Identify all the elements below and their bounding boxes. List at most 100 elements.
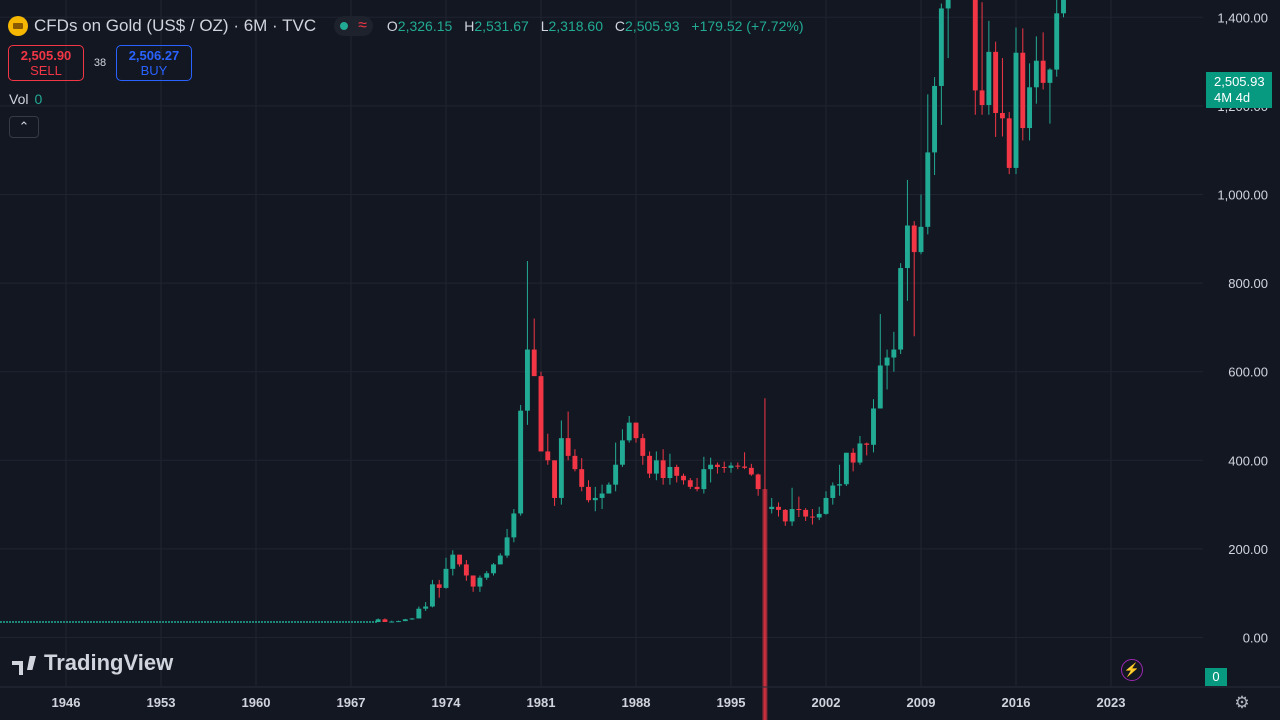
candle (423, 602, 429, 611)
market-status-badge[interactable]: ≈ (334, 16, 373, 36)
candle (701, 456, 707, 494)
candle (579, 458, 585, 492)
gear-icon[interactable]: ⚙ (1234, 693, 1250, 712)
candle (599, 484, 605, 510)
candle-body (993, 51, 999, 113)
candle (382, 618, 388, 622)
candle (742, 452, 748, 470)
price-axis[interactable]: 2,800.002,600.002,400.002,200.002,000.00… (1217, 0, 1268, 720)
last-price-tag: 2,505.93 4M 4d (1206, 72, 1272, 108)
last-price-value: 2,505.93 (1214, 74, 1265, 89)
buy-label: BUY (140, 63, 168, 78)
candle (1006, 112, 1012, 175)
candle-body (823, 497, 829, 514)
candle-body (816, 513, 822, 518)
candle-body (470, 575, 476, 587)
candle-body (932, 85, 938, 153)
candle (463, 559, 469, 581)
candle (653, 451, 659, 481)
tradingview-logo[interactable]: TradingView (12, 650, 173, 676)
candle-body (416, 608, 422, 619)
candle-body (830, 485, 836, 498)
candle-body (735, 465, 741, 467)
candle-body (1040, 60, 1046, 83)
candle-body (647, 455, 653, 474)
candle (660, 449, 666, 485)
candle (776, 502, 781, 517)
candle-body (708, 464, 714, 470)
low-value: 2,318.60 (548, 18, 604, 34)
sell-button[interactable]: 2,505.90 SELL (8, 45, 84, 81)
candle (925, 94, 931, 235)
time-tick-label: 2016 (1002, 695, 1031, 710)
candle (1040, 32, 1046, 90)
price-tick-label: 1,000.00 (1217, 188, 1268, 203)
price-tick-label: 1,400.00 (1217, 10, 1268, 25)
candle (640, 433, 646, 465)
candle (477, 575, 483, 592)
candle (484, 571, 490, 580)
candle-body (633, 422, 639, 439)
candle-body (687, 480, 693, 487)
candle-body (1013, 52, 1019, 168)
candle (1013, 27, 1019, 175)
candle-body (389, 621, 395, 623)
candle-body (843, 452, 849, 485)
candle (545, 433, 551, 465)
candle (843, 452, 849, 486)
trade-panel: 2,505.90 SELL 38 2,506.27 BUY (8, 45, 192, 81)
candle (782, 509, 788, 526)
candle-body (864, 443, 870, 445)
candle (721, 461, 727, 473)
candle (565, 411, 571, 461)
candle (396, 620, 401, 623)
candle (552, 460, 558, 506)
candle-body (837, 484, 843, 486)
spread-value: 38 (93, 57, 107, 69)
candle (457, 554, 463, 567)
candle (647, 451, 653, 479)
candle (572, 449, 578, 472)
buy-button[interactable]: 2,506.27 BUY (116, 45, 192, 81)
time-tick-label: 2023 (1097, 695, 1126, 710)
candle (524, 260, 530, 425)
candle (911, 221, 917, 337)
time-axis[interactable]: 1946 1953 1960 1967 1974 1981 1988 1995 2002 2009… (0, 686, 1280, 710)
candle (518, 404, 524, 516)
flash-icon[interactable]: ⚡ (1121, 659, 1143, 681)
candle-body (999, 112, 1005, 119)
candle (389, 620, 395, 623)
time-tick-label: 1960 (242, 695, 271, 710)
candle (972, 0, 978, 115)
candle (674, 464, 680, 483)
candle-body (667, 466, 673, 479)
candle (938, 3, 944, 125)
candle-body (1027, 87, 1033, 129)
candle-body (524, 349, 530, 411)
candle-body (382, 619, 388, 622)
time-tick-label: 1953 (147, 695, 176, 710)
candle-body (592, 497, 598, 501)
candle (891, 331, 897, 372)
candle-body (769, 506, 775, 510)
candle (375, 618, 381, 622)
candle-body (925, 152, 931, 227)
candle-body (613, 464, 619, 485)
buy-price: 2,506.27 (128, 48, 180, 63)
candle (918, 194, 924, 255)
candle-body (979, 90, 985, 106)
candle (898, 263, 904, 354)
candle (748, 463, 754, 476)
candle-body (871, 408, 876, 445)
candle (837, 464, 843, 496)
candle (538, 371, 544, 452)
time-tick-label: 1967 (337, 695, 366, 710)
candle (993, 41, 999, 137)
chart-grid (0, 0, 1203, 686)
collapse-indicators-button[interactable]: ⌃ (9, 116, 39, 138)
candle-body (857, 443, 863, 463)
symbol-title[interactable]: CFDs on Gold (US$ / OZ) · 6M · TVC (34, 16, 317, 35)
candle-body (728, 465, 734, 468)
price-tick-label: 400.00 (1228, 453, 1268, 468)
